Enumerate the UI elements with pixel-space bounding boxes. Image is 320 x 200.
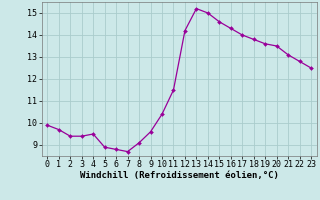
X-axis label: Windchill (Refroidissement éolien,°C): Windchill (Refroidissement éolien,°C) (80, 171, 279, 180)
